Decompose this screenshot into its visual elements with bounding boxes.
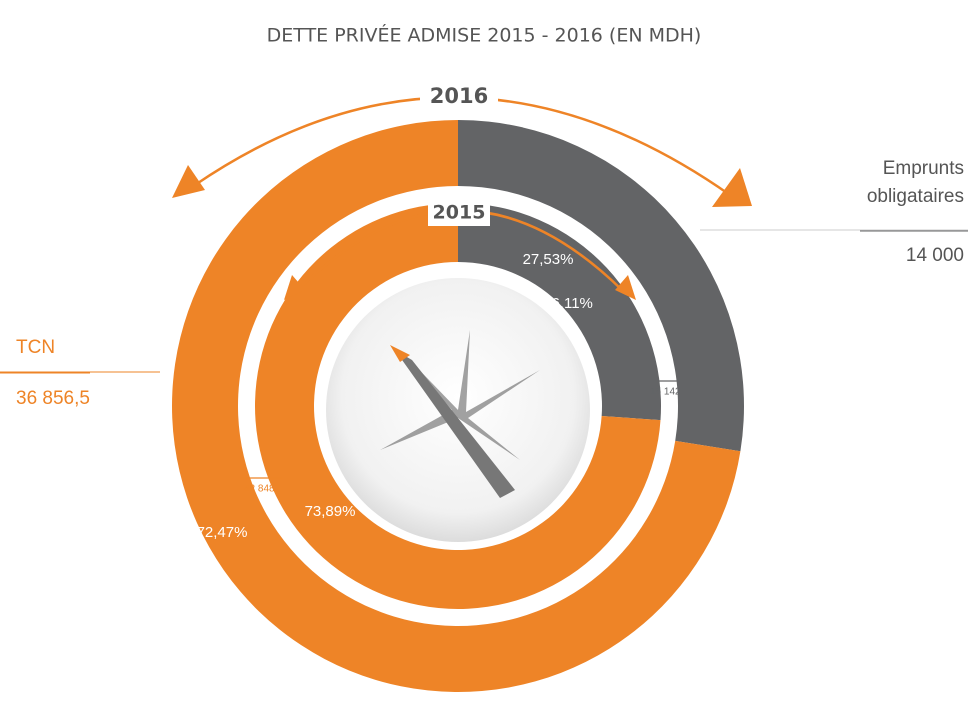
legend-label: Emprunts obligataires (866, 158, 964, 207)
value-label: 26,11% (543, 295, 593, 312)
value-label: 27,53% (523, 251, 574, 268)
label-bg (420, 82, 498, 112)
value-label: 72,47% (197, 524, 248, 541)
arrowhead (615, 275, 636, 300)
rings (172, 120, 744, 692)
compass-tip (390, 345, 410, 362)
ring-name: 2016 (430, 84, 488, 108)
amount-label: 15 142 (650, 387, 681, 398)
legend-label: TCN (16, 337, 56, 358)
donut-slice (458, 203, 661, 421)
arrowhead (712, 168, 752, 207)
compass (326, 278, 590, 542)
label-bg (428, 200, 490, 226)
ring-name: 2015 (433, 202, 486, 224)
amount-label: 14 000 (905, 245, 964, 266)
amount-label: 36 856,5 (16, 388, 90, 409)
arrowheads (172, 165, 752, 300)
compass-needle (395, 350, 515, 498)
chart-title: DETTE PRIVÉE ADMISE 2015 - 2016 (EN MDH) (267, 24, 702, 47)
amount-label: 42 848 (244, 484, 275, 495)
arrowhead (284, 275, 305, 300)
value-label: 73,89% (305, 503, 356, 520)
donut-slice (458, 120, 744, 452)
arrowhead (172, 165, 205, 198)
